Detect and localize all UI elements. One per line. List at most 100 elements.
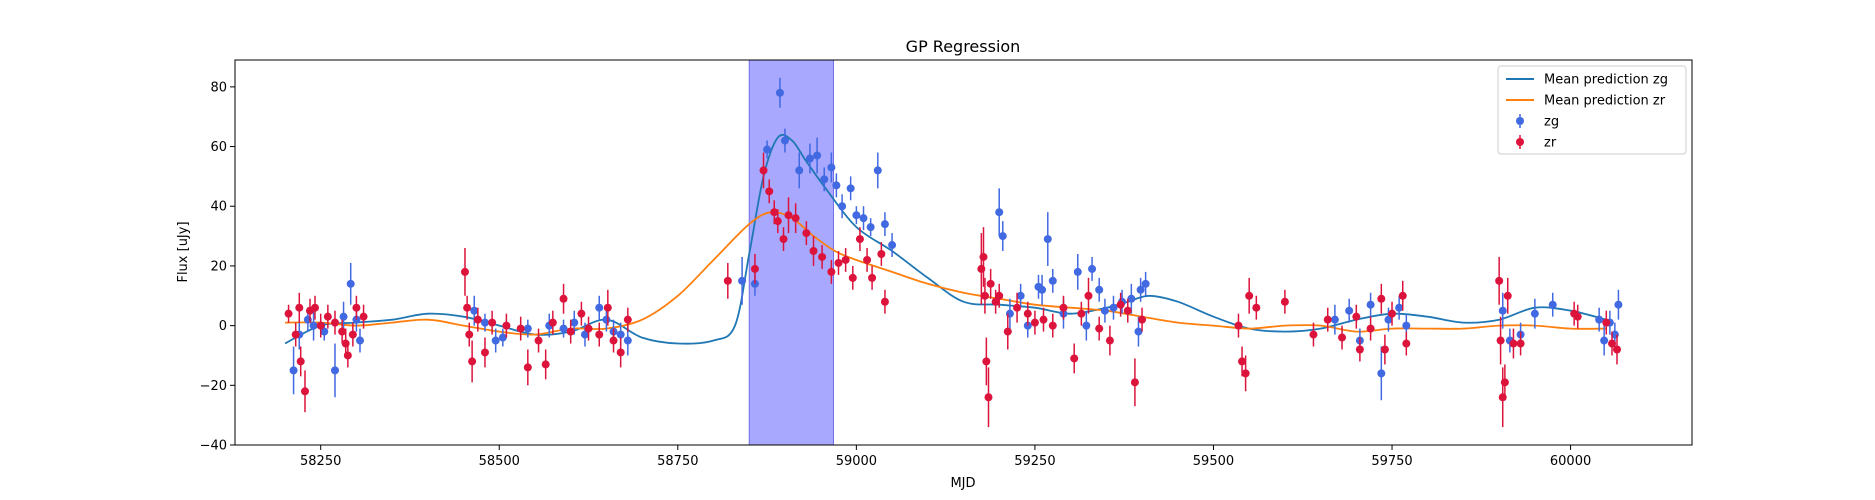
data-point <box>1088 264 1097 273</box>
data-point <box>1355 345 1364 354</box>
data-point <box>877 249 886 258</box>
x-tick-label: 58500 <box>479 454 520 469</box>
data-point <box>1016 291 1025 300</box>
data-point <box>827 267 836 276</box>
data-point <box>1498 306 1507 315</box>
data-point <box>1048 276 1057 285</box>
data-point <box>498 333 507 342</box>
data-point <box>623 315 632 324</box>
data-point <box>1123 306 1132 315</box>
data-point <box>1573 312 1582 321</box>
data-point <box>1496 336 1505 345</box>
data-point <box>770 208 779 217</box>
data-point <box>813 151 822 160</box>
data-point <box>1614 300 1623 309</box>
data-point <box>468 357 477 366</box>
y-tick-label: 20 <box>210 259 227 274</box>
data-point <box>1077 309 1086 318</box>
data-point <box>1509 339 1518 348</box>
data-point <box>473 315 482 324</box>
data-point <box>1330 315 1339 324</box>
data-point <box>289 366 298 375</box>
data-point <box>980 291 989 300</box>
data-point <box>1109 303 1118 312</box>
data-point <box>1070 354 1079 363</box>
data-point <box>502 321 511 330</box>
data-point <box>534 336 543 345</box>
data-point <box>834 258 843 267</box>
data-point <box>1600 336 1609 345</box>
data-point <box>516 324 525 333</box>
data-point <box>1377 369 1386 378</box>
data-point <box>1136 285 1145 294</box>
data-point <box>1384 315 1393 324</box>
data-point <box>859 214 868 223</box>
data-point <box>750 264 759 273</box>
data-point <box>570 318 579 327</box>
data-point <box>805 154 814 163</box>
series-zr <box>284 152 1622 428</box>
data-point <box>1495 276 1504 285</box>
data-point <box>559 324 568 333</box>
data-point <box>1548 300 1557 309</box>
data-point <box>1516 339 1525 348</box>
data-point <box>320 327 329 336</box>
data-point <box>1252 303 1261 312</box>
data-point <box>1039 315 1048 324</box>
data-point <box>791 214 800 223</box>
x-tick-label: 59250 <box>1014 454 1055 469</box>
data-point <box>463 303 472 312</box>
data-point <box>1013 303 1022 312</box>
data-point <box>1608 339 1617 348</box>
data-point <box>880 220 889 229</box>
data-point <box>346 279 355 288</box>
data-point <box>855 235 864 244</box>
data-point <box>838 202 847 211</box>
data-point <box>559 294 568 303</box>
y-tick-label: 60 <box>210 140 227 155</box>
data-point <box>284 309 293 318</box>
data-point <box>979 252 988 261</box>
data-point <box>1141 279 1150 288</box>
data-point <box>723 276 732 285</box>
data-point <box>1023 309 1032 318</box>
data-point <box>1234 321 1243 330</box>
data-point <box>623 336 632 345</box>
data-point <box>323 312 332 321</box>
data-point <box>1338 333 1347 342</box>
data-point <box>1595 315 1604 324</box>
data-point <box>352 303 361 312</box>
data-point <box>818 252 827 261</box>
data-point <box>888 241 897 250</box>
legend-marker-swatch <box>1516 117 1524 125</box>
data-point <box>1095 324 1104 333</box>
x-tick-label: 60000 <box>1550 454 1591 469</box>
data-point <box>986 279 995 288</box>
data-point <box>759 166 768 175</box>
data-point <box>841 255 850 264</box>
data-point <box>584 324 593 333</box>
data-point <box>984 393 993 402</box>
mean-prediction-layer <box>284 133 1607 345</box>
data-point <box>330 366 339 375</box>
data-point <box>880 297 889 306</box>
data-point <box>616 348 625 357</box>
x-tick-label: 59750 <box>1371 454 1412 469</box>
data-point <box>763 145 772 154</box>
data-point <box>995 291 1004 300</box>
y-tick-label: −40 <box>200 439 227 454</box>
data-point <box>1105 336 1114 345</box>
y-axis: −40 −20 0 20 40 60 80 <box>200 80 235 454</box>
data-point <box>523 363 532 372</box>
data-point <box>1059 303 1068 312</box>
data-point <box>1048 321 1057 330</box>
data-point <box>773 217 782 226</box>
data-point <box>1095 285 1104 294</box>
x-axis-title: MJD <box>950 476 975 491</box>
legend-marker-swatch <box>1516 138 1524 146</box>
data-point <box>827 163 836 172</box>
mean-prediction-zr-line <box>284 211 1607 336</box>
x-tick-label: 59500 <box>1193 454 1234 469</box>
data-point <box>866 223 875 232</box>
data-point <box>577 309 586 318</box>
